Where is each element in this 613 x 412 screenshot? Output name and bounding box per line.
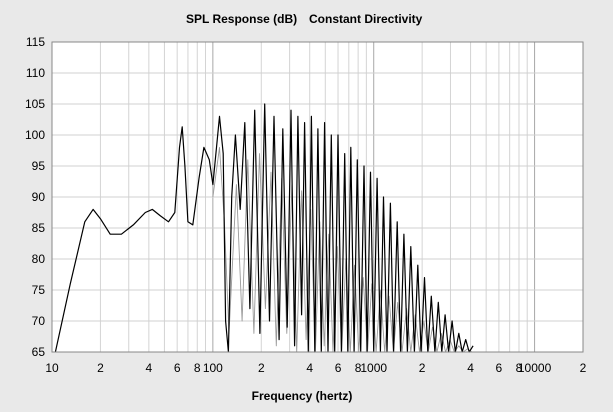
x-tick-label: 8 (355, 361, 362, 375)
series-line (212, 146, 473, 353)
y-tick-label: 90 (32, 190, 46, 204)
y-tick-label: 65 (32, 345, 46, 359)
x-tick-label: 8 (194, 361, 201, 375)
x-tick-label: 8 (516, 361, 523, 375)
y-tick-label: 105 (25, 97, 45, 111)
y-axis-ticks: 115 110 105 100 95 90 85 80 75 70 65 (25, 35, 45, 359)
x-tick-label: 6 (496, 361, 503, 375)
series-layer (54, 103, 474, 353)
x-tick-label: 4 (306, 361, 313, 375)
x-tick-label: 100 (203, 361, 223, 375)
plot-frame (51, 41, 584, 353)
x-tick-label: 1000 (360, 361, 387, 375)
x-tick-label: 10000 (518, 361, 552, 375)
y-tick-label: 80 (32, 252, 46, 266)
y-tick-label: 110 (26, 66, 45, 80)
y-tick-label: 75 (32, 283, 46, 297)
x-tick-label: 10 (45, 361, 59, 375)
chart-subtitle: Constant Directivity (309, 12, 423, 26)
y-tick-label: 115 (26, 35, 45, 49)
y-tick-label: 100 (25, 128, 45, 142)
x-tick-label: 2 (258, 361, 265, 375)
x-tick-label: 2 (97, 361, 104, 375)
x-tick-label: 4 (467, 361, 474, 375)
x-tick-label: 2 (419, 361, 426, 375)
chart-title: SPL Response (dB) (186, 12, 297, 26)
x-tick-label: 6 (335, 361, 342, 375)
y-tick-label: 95 (32, 159, 46, 173)
x-axis-label: Frequency (hertz) (252, 389, 353, 403)
y-tick-label: 85 (32, 221, 46, 235)
y-tick-label: 70 (32, 314, 46, 328)
x-tick-label: 2 (580, 361, 587, 375)
x-tick-label: 6 (174, 361, 181, 375)
series-line (54, 103, 474, 353)
x-tick-label: 4 (146, 361, 153, 375)
